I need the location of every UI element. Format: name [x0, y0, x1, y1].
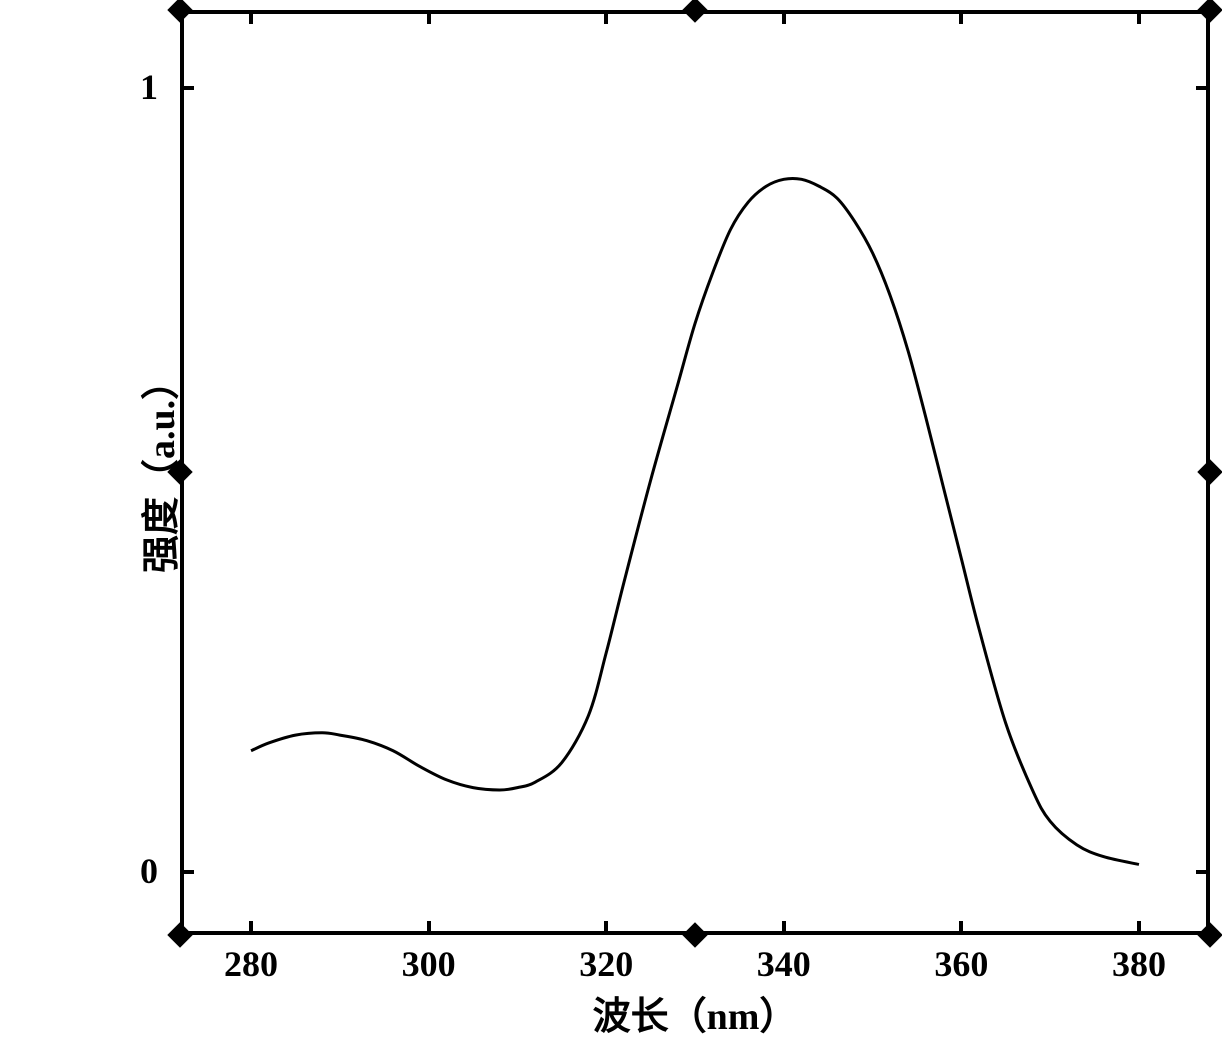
x-tick-label: 280	[216, 943, 286, 985]
x-tick-label: 380	[1104, 943, 1174, 985]
spectrum-chart: 强度（a.u.） 波长（nm） 28030032034036038001	[60, 10, 1210, 1020]
y-tick-label: 1	[140, 66, 165, 108]
x-tick	[427, 921, 431, 935]
x-tick-label: 360	[926, 943, 996, 985]
x-tick	[1137, 921, 1141, 935]
y-tick	[180, 86, 194, 90]
x-tick	[782, 10, 786, 24]
x-tick	[604, 921, 608, 935]
spectrum-curve	[60, 10, 1210, 1020]
x-tick	[959, 921, 963, 935]
spectrum-line	[251, 178, 1139, 864]
x-tick	[249, 10, 253, 24]
x-tick-label: 320	[571, 943, 641, 985]
x-tick-label: 300	[394, 943, 464, 985]
y-tick	[1196, 86, 1210, 90]
x-tick	[427, 10, 431, 24]
y-tick-label: 0	[140, 850, 165, 892]
x-tick-label: 340	[749, 943, 819, 985]
x-tick	[782, 921, 786, 935]
x-axis-label: 波长（nm）	[575, 985, 815, 1040]
x-tick	[1137, 10, 1141, 24]
x-tick	[249, 921, 253, 935]
y-tick	[1196, 870, 1210, 874]
y-tick	[180, 870, 194, 874]
x-tick	[604, 10, 608, 24]
x-tick	[959, 10, 963, 24]
